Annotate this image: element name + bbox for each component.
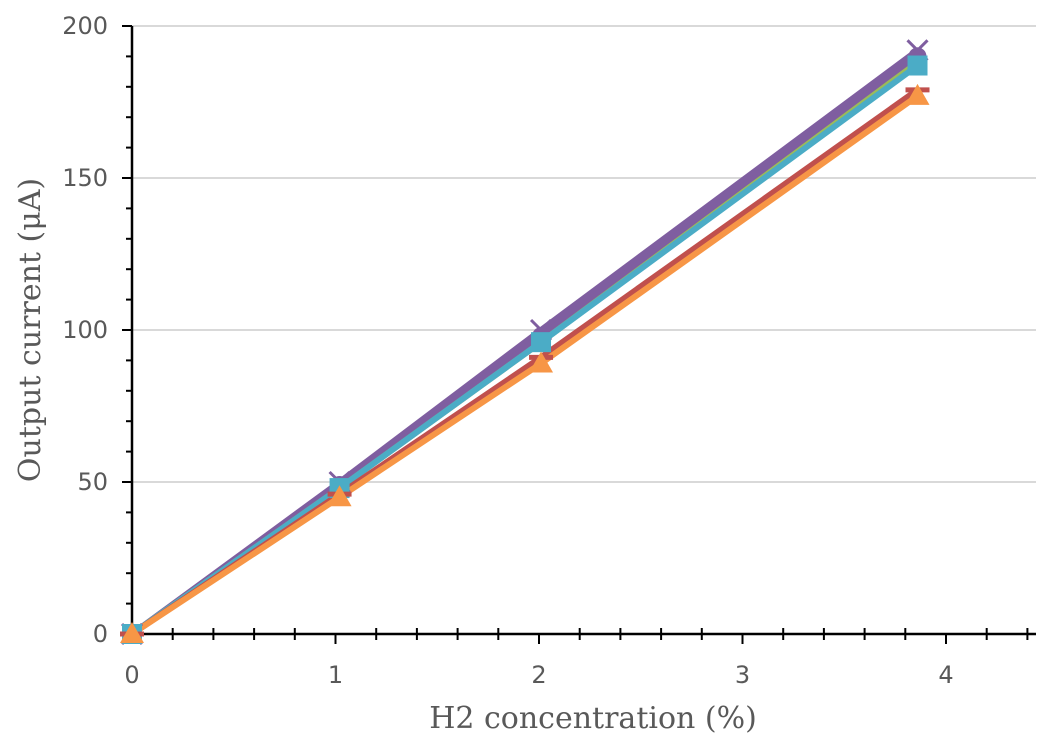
axes bbox=[122, 25, 1036, 644]
marker-triangle bbox=[120, 622, 144, 643]
x-tick-label: 4 bbox=[938, 661, 953, 689]
marker-triangle bbox=[327, 485, 352, 507]
x-axis-title: H2 concentration (%) bbox=[429, 701, 757, 736]
x-tick-label: 0 bbox=[124, 661, 139, 689]
y-tick-label: 0 bbox=[93, 620, 108, 648]
y-tick-label: 200 bbox=[62, 12, 108, 40]
y-axis-title: Output current (μA) bbox=[13, 178, 48, 482]
y-tick-label: 150 bbox=[62, 164, 108, 192]
marker-square bbox=[907, 55, 928, 76]
tick-labels: 0 50 100 150 200 0 1 2 3 4 bbox=[62, 12, 953, 689]
x-tick-label: 1 bbox=[328, 661, 343, 689]
y-tick-label: 100 bbox=[62, 316, 108, 344]
series-group bbox=[129, 47, 921, 637]
x-tick-label: 2 bbox=[531, 661, 546, 689]
y-tick-label: 50 bbox=[77, 468, 108, 496]
marker-triangle bbox=[905, 83, 930, 105]
series-line bbox=[129, 53, 921, 637]
series-line bbox=[129, 86, 921, 637]
x-tick-label: 3 bbox=[735, 661, 750, 689]
markers-group bbox=[120, 39, 930, 646]
gridlines bbox=[132, 25, 1036, 483]
marker-square bbox=[531, 332, 552, 353]
marker-triangle bbox=[529, 351, 554, 373]
series-line bbox=[129, 92, 921, 637]
